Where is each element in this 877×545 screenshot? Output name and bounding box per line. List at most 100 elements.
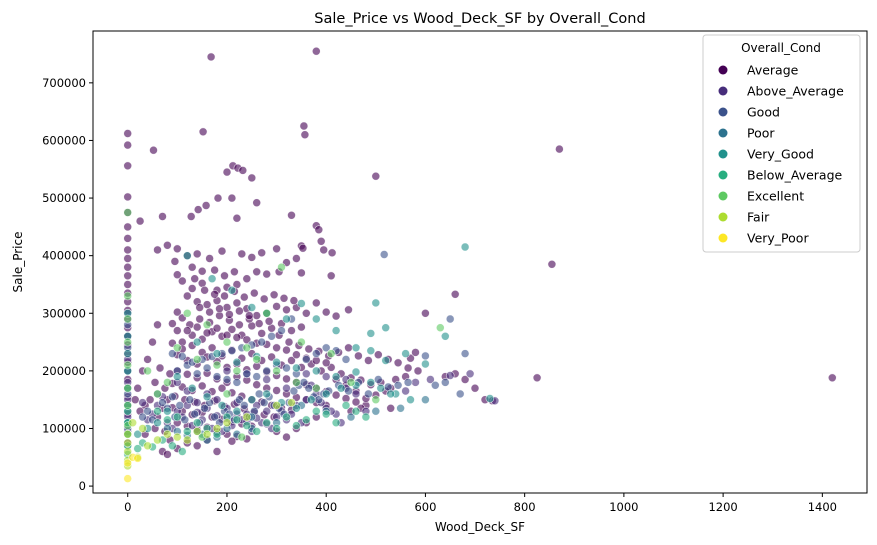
legend-label: Below_Average — [747, 168, 843, 183]
data-point — [215, 304, 224, 314]
series-below-average — [123, 401, 371, 459]
data-point — [547, 259, 557, 269]
data-point — [217, 246, 227, 256]
data-point — [555, 144, 564, 154]
data-point — [346, 412, 356, 422]
data-point — [195, 314, 204, 324]
data-point — [210, 289, 219, 299]
data-point — [292, 350, 301, 360]
data-point — [252, 267, 262, 277]
data-point — [133, 429, 142, 439]
data-point — [373, 350, 383, 360]
data-point — [331, 372, 341, 381]
data-point — [287, 356, 296, 365]
data-point — [252, 311, 262, 320]
data-point — [277, 262, 286, 272]
x-tick-label: 1200 — [708, 500, 737, 514]
data-point — [220, 271, 229, 281]
data-point — [123, 280, 132, 289]
data-point — [351, 406, 361, 416]
data-point — [311, 298, 321, 308]
data-point — [240, 292, 249, 302]
data-point — [217, 383, 227, 393]
data-point — [153, 320, 162, 330]
data-point — [242, 343, 252, 353]
data-point — [153, 389, 162, 399]
data-point — [173, 326, 182, 335]
data-point — [272, 357, 281, 367]
legend-marker — [718, 233, 728, 243]
data-point — [282, 432, 291, 442]
data-point — [321, 389, 331, 399]
data-point — [421, 395, 430, 405]
data-point — [287, 326, 296, 335]
series-excellent — [123, 208, 445, 442]
data-point — [272, 401, 281, 410]
data-point — [123, 245, 132, 255]
data-point — [465, 369, 475, 379]
data-point — [262, 308, 272, 318]
legend-title: Overall_Cond — [741, 41, 821, 55]
data-point — [366, 346, 376, 356]
data-point — [163, 415, 172, 425]
data-point — [421, 359, 430, 369]
legend-label: Poor — [747, 126, 775, 141]
data-point — [346, 378, 356, 387]
data-point — [232, 406, 242, 416]
data-point — [178, 276, 187, 286]
data-point — [212, 395, 222, 405]
data-point — [135, 216, 145, 226]
data-point — [232, 415, 242, 425]
data-point — [133, 454, 142, 463]
data-point — [143, 366, 152, 376]
data-point — [403, 378, 413, 387]
legend-marker — [718, 86, 728, 96]
data-point — [282, 345, 291, 355]
legend-label: Above_Average — [747, 84, 844, 99]
data-point — [252, 372, 262, 381]
data-point — [155, 363, 165, 373]
data-point — [130, 395, 140, 405]
data-point — [170, 257, 180, 266]
data-point — [202, 300, 212, 309]
data-point — [319, 245, 329, 255]
data-point — [331, 326, 341, 335]
data-point — [331, 311, 341, 321]
data-point — [153, 406, 162, 416]
data-point — [202, 392, 212, 402]
data-point — [123, 271, 132, 281]
data-point — [192, 427, 202, 436]
data-point — [143, 441, 152, 451]
data-point — [183, 291, 192, 301]
legend-item: Below_Average — [718, 168, 843, 183]
data-point — [311, 349, 321, 358]
legend-label: Very_Good — [747, 147, 814, 162]
legend: Overall_Cond Average Above_Average Good Poo… — [702, 34, 861, 253]
data-point — [272, 366, 281, 376]
data-point — [331, 418, 341, 428]
data-point — [123, 447, 132, 456]
data-point — [381, 356, 391, 365]
data-point — [123, 337, 132, 347]
data-point — [227, 346, 237, 356]
data-point — [148, 337, 157, 347]
data-point — [213, 193, 223, 203]
data-point — [232, 333, 242, 342]
legend-marker — [718, 107, 728, 117]
legend-label: Very_Poor — [747, 231, 809, 246]
data-point — [262, 418, 272, 428]
data-point — [262, 269, 272, 279]
data-point — [284, 337, 294, 347]
data-point — [123, 291, 132, 301]
data-point — [192, 322, 202, 332]
data-point — [183, 251, 192, 260]
data-point — [123, 349, 132, 358]
x-tick-label: 800 — [514, 500, 536, 514]
data-point — [257, 248, 267, 258]
data-point — [354, 351, 363, 361]
data-point — [321, 358, 331, 368]
data-point — [232, 366, 242, 376]
data-point — [470, 383, 480, 393]
data-point — [259, 398, 269, 407]
data-point — [149, 145, 158, 155]
